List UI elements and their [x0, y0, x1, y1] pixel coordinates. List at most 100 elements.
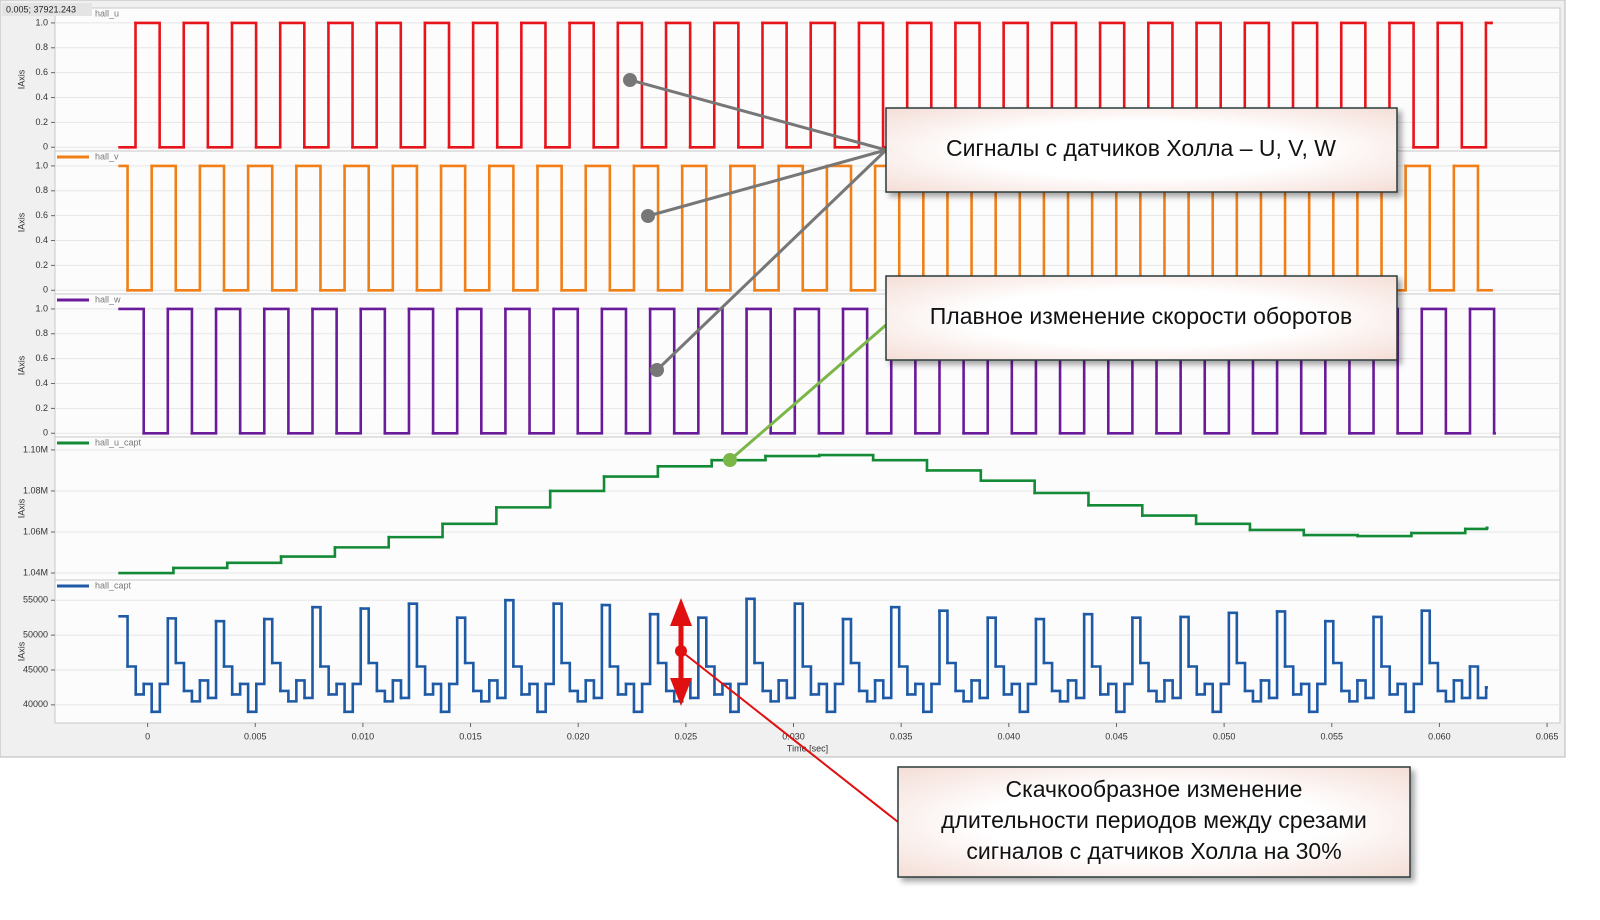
series-step: [1248, 528, 1306, 537]
y-tick-label: 0.2: [35, 403, 48, 413]
series-step: [1291, 682, 1303, 696]
series-step: [1219, 611, 1231, 686]
series-step: [1291, 21, 1319, 149]
callout: Скачкообразное изменение длительности пе…: [897, 766, 1411, 878]
series-step: [142, 307, 170, 435]
series-step: [1010, 682, 1022, 714]
series-step: [118, 307, 146, 435]
series-step: [520, 21, 547, 149]
series-step: [158, 617, 170, 686]
series-step: [455, 307, 483, 435]
series-step: [1235, 661, 1247, 693]
series-step: [520, 682, 531, 696]
series-step: [584, 164, 612, 292]
x-tick-label: 0.005: [244, 731, 267, 741]
legend-label: hall_u_capt: [95, 437, 142, 447]
series-step: [1139, 661, 1150, 693]
series-step: [447, 616, 459, 686]
series-step: [753, 661, 765, 693]
series-step: [712, 21, 740, 149]
series-step: [190, 307, 218, 435]
arrow-head: [670, 678, 692, 706]
series-step: [255, 617, 266, 686]
series-step: [126, 164, 153, 292]
legend-label: hall_u: [95, 8, 119, 18]
series-step: [1412, 21, 1440, 149]
series-step: [1444, 307, 1472, 435]
series-step: [1082, 612, 1094, 668]
series-step: [343, 682, 355, 714]
series-step: [1259, 679, 1271, 700]
series-step: [608, 665, 620, 696]
series-step: [680, 164, 708, 292]
series-step: [387, 522, 444, 539]
series-step: [287, 679, 298, 703]
series-step: [1147, 21, 1174, 149]
series-step: [616, 682, 628, 696]
series-step: [383, 307, 411, 435]
y-tick-label: 0.4: [35, 378, 48, 388]
series-step: [1364, 615, 1375, 700]
series-step: [359, 607, 371, 665]
series-step: [922, 682, 933, 714]
callout-box: [885, 107, 1398, 193]
x-tick-label: 0.030: [782, 731, 805, 741]
series-step: [1324, 619, 1335, 665]
series-step: [764, 453, 821, 458]
series-step: [544, 21, 571, 149]
series-step: [938, 609, 949, 665]
series-step: [1171, 615, 1182, 700]
series-step: [568, 21, 595, 149]
series-step: [962, 679, 973, 703]
series-step: [262, 307, 290, 435]
series-step: [1087, 504, 1144, 517]
series-step: [441, 506, 498, 526]
series-step: [230, 21, 258, 149]
series-step: [777, 164, 805, 292]
series-step: [351, 607, 363, 686]
series-step: [1123, 616, 1134, 686]
series-step: [761, 689, 772, 703]
series-step: [166, 617, 178, 665]
series-step: [335, 307, 363, 435]
callout-text: длительности периодов между срезами: [941, 807, 1367, 833]
series-step: [1194, 522, 1252, 532]
series-step: [664, 689, 676, 703]
series-step: [1002, 21, 1030, 149]
arrow-head: [670, 598, 692, 626]
x-tick-label: 0.060: [1428, 731, 1451, 741]
callout-box: [897, 766, 1411, 878]
series-step: [1195, 21, 1222, 149]
series-step: [1267, 610, 1279, 700]
callout-text: Плавное изменение скорости оборотов: [930, 303, 1352, 329]
series-step: [1444, 679, 1456, 703]
x-axis-label: Time [sec]: [787, 743, 828, 753]
series-step: [439, 164, 467, 292]
series-step: [841, 617, 853, 665]
series-step: [809, 682, 821, 696]
series-step: [817, 307, 845, 435]
y-tick-label: 1.0: [35, 160, 48, 170]
series-step: [1428, 661, 1440, 693]
series-step: [279, 546, 337, 558]
series-step: [327, 682, 338, 696]
y-tick-label: 0.6: [35, 210, 48, 220]
series-step: [818, 453, 875, 462]
series-step: [616, 21, 644, 149]
y-tick-label: 0.8: [35, 42, 48, 52]
series-step: [809, 21, 837, 149]
series-step: [1026, 617, 1038, 686]
series-step: [335, 682, 346, 714]
series-step: [761, 21, 788, 149]
leader-dot: [623, 73, 637, 87]
series-step: [536, 164, 563, 292]
y-tick-label: 0.8: [35, 328, 48, 338]
series-step: [608, 164, 636, 292]
series-step: [1058, 679, 1070, 703]
series-step: [1428, 164, 1456, 292]
series-step: [198, 164, 226, 292]
series-step: [134, 682, 146, 696]
y-axis-label: IAxis: [16, 69, 26, 89]
series-step: [640, 21, 668, 149]
